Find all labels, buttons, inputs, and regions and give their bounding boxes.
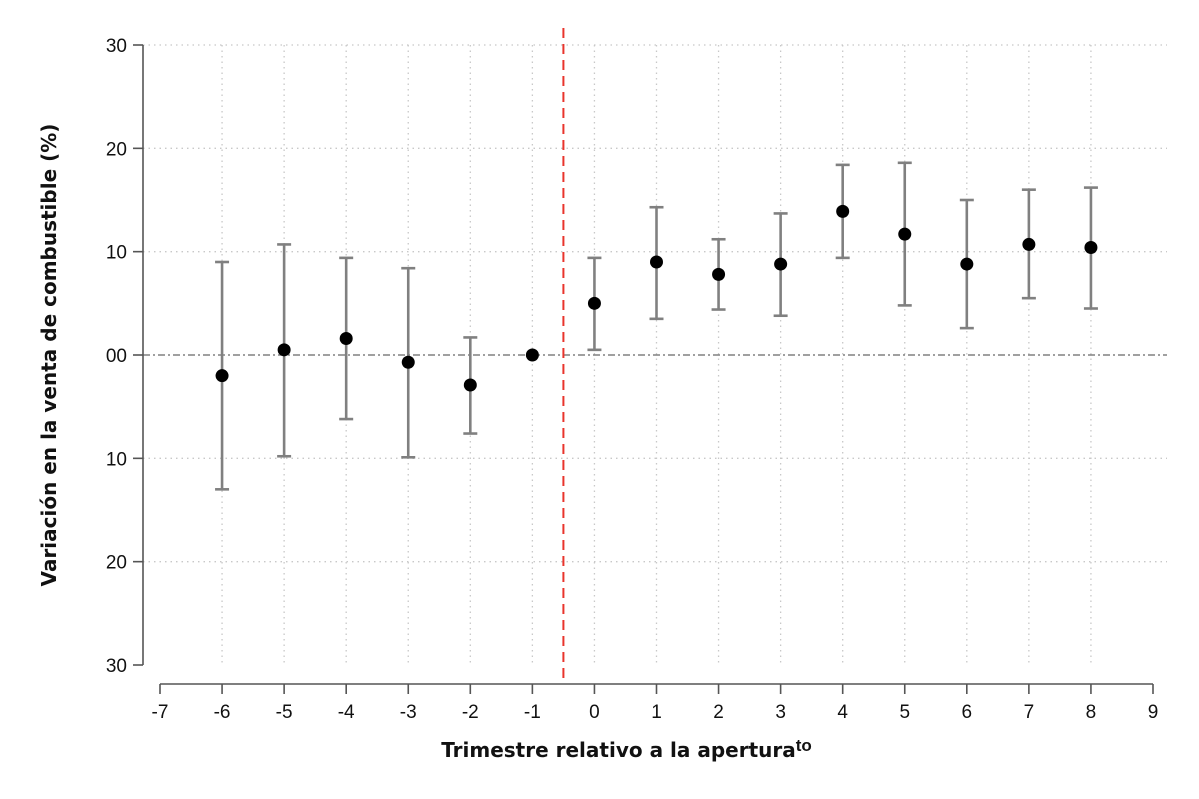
x-tick-label: 4	[837, 702, 848, 723]
data-point	[898, 227, 912, 241]
x-tick-label: 8	[1086, 702, 1097, 723]
data-point	[774, 257, 788, 271]
x-tick-label: 6	[962, 702, 973, 723]
data-point	[463, 378, 477, 392]
x-tick-label: 2	[713, 702, 724, 723]
x-tick-label: 3	[775, 702, 786, 723]
y-tick-label: 30	[106, 36, 127, 57]
y-tick-label: 20	[106, 553, 127, 574]
data-point	[836, 204, 850, 218]
x-tick-label: 9	[1148, 702, 1159, 723]
data-point	[960, 257, 974, 271]
y-tick-label: 10	[106, 243, 127, 264]
axes	[142, 45, 1153, 685]
x-axis-title-suffix: to	[796, 736, 812, 755]
reference-lines	[143, 28, 1167, 684]
x-axis-title-main: Trimestre relativo a la apertura	[441, 738, 796, 762]
x-tick-label: -2	[462, 702, 479, 723]
x-tick-label: -7	[152, 702, 169, 723]
x-tick-label: -5	[276, 702, 293, 723]
data-point	[215, 369, 229, 383]
data-point	[587, 296, 601, 310]
x-tick-label: -6	[214, 702, 231, 723]
x-tick-label: 0	[589, 702, 600, 723]
data-point	[1084, 241, 1098, 255]
y-tick-label: 10	[106, 449, 127, 470]
x-tick-label: 7	[1024, 702, 1035, 723]
x-tick-label: 5	[899, 702, 910, 723]
data-point	[525, 348, 539, 362]
x-tick-label: 1	[651, 702, 662, 723]
data-point	[650, 255, 663, 269]
y-tick-label: 30	[106, 656, 127, 677]
data-points	[215, 204, 1098, 392]
x-axis-title: Trimestre relativo a la aperturato	[441, 736, 812, 762]
y-tick-label: 00	[106, 346, 127, 367]
x-tick-label: -3	[400, 702, 417, 723]
x-tick-label: -4	[338, 702, 355, 723]
data-point	[401, 355, 415, 369]
grid-lines	[143, 44, 1167, 665]
data-point	[277, 343, 291, 357]
data-point	[712, 267, 726, 281]
y-tick-label: 20	[106, 139, 127, 160]
x-tick-label: -1	[524, 702, 541, 723]
data-point	[1022, 237, 1036, 251]
ticks: 30 20 10 00 10 20 30 -7 -6 -5 -4 -3 -2 -1 0 1 2 3 4 5 6 7 8 9	[106, 36, 1158, 723]
y-axis-title: Variación en la venta de combustible (%)	[37, 124, 61, 587]
data-point	[339, 331, 353, 345]
